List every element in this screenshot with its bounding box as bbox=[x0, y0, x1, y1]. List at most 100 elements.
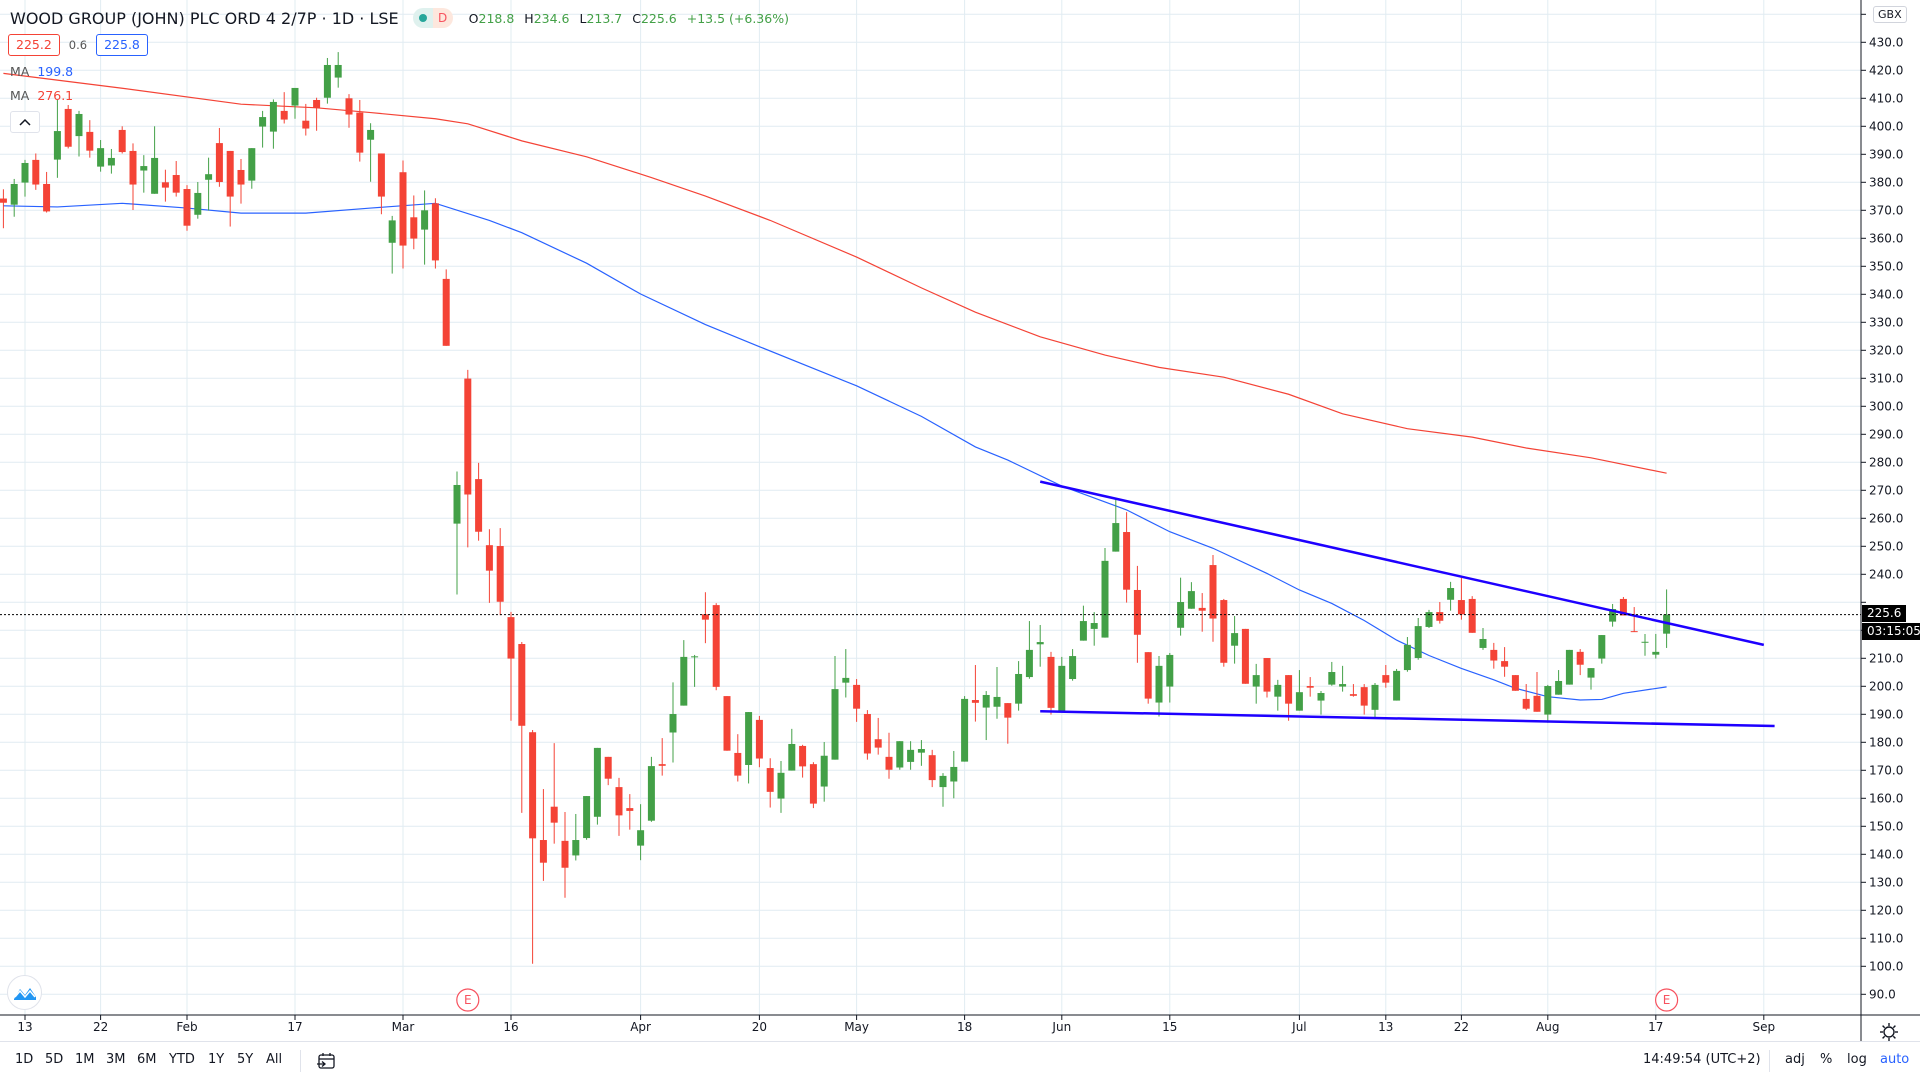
earnings-marker[interactable]: E bbox=[1654, 988, 1679, 1012]
candle-down bbox=[118, 126, 126, 154]
spread-value: 0.6 bbox=[68, 38, 88, 52]
candle-down bbox=[626, 794, 634, 830]
candle-body bbox=[399, 172, 407, 246]
clock-time[interactable]: 14:49:54 (UTC+2) bbox=[1643, 1052, 1761, 1067]
candle-down bbox=[874, 717, 882, 755]
candle-down bbox=[1511, 675, 1519, 691]
candle-up bbox=[1339, 665, 1347, 692]
candle-body bbox=[237, 169, 245, 185]
x-axis-label: 17 bbox=[1648, 1020, 1663, 1034]
y-axis-label: 110.0 bbox=[1869, 931, 1903, 945]
y-axis-label: 280.0 bbox=[1869, 455, 1903, 469]
range-5d[interactable]: 5D bbox=[45, 1052, 64, 1067]
candle-down bbox=[1360, 684, 1368, 715]
candle-down bbox=[1285, 675, 1293, 721]
candle-body bbox=[32, 159, 40, 185]
adjust-toggle[interactable]: adj bbox=[1785, 1052, 1805, 1067]
candle-body bbox=[1425, 612, 1433, 627]
candle-body bbox=[0, 198, 7, 203]
market-open-dot-icon bbox=[418, 14, 427, 22]
y-axis-label: 360.0 bbox=[1869, 231, 1903, 245]
candle-up bbox=[1555, 670, 1563, 695]
candle-up bbox=[1479, 628, 1487, 650]
candle-body bbox=[669, 714, 677, 733]
candle-body bbox=[345, 98, 353, 115]
candle-up bbox=[1587, 668, 1595, 690]
candle-body bbox=[1198, 607, 1206, 611]
candle-up bbox=[53, 99, 61, 178]
percent-scale-toggle[interactable]: % bbox=[1820, 1052, 1833, 1067]
candle-up bbox=[248, 148, 256, 189]
candle-body bbox=[529, 732, 537, 839]
candle-body bbox=[799, 745, 807, 767]
candle-body bbox=[982, 694, 990, 708]
symbol-title[interactable]: WOOD GROUP (JOHN) PLC ORD 4 2/7P · 1D · … bbox=[10, 8, 399, 28]
range-1y[interactable]: 1Y bbox=[208, 1052, 225, 1067]
candle-up bbox=[1155, 656, 1163, 717]
earnings-marker[interactable]: E bbox=[456, 988, 480, 1012]
range-3m[interactable]: 3M bbox=[106, 1052, 126, 1067]
candle-body bbox=[1598, 635, 1606, 659]
candle-up bbox=[269, 99, 277, 149]
candle-up bbox=[788, 728, 796, 771]
candle-body bbox=[194, 192, 202, 215]
candle-down bbox=[1209, 554, 1217, 642]
collapse-legend-button[interactable] bbox=[10, 111, 40, 133]
indicator-ma-slow[interactable]: MA 276.1 bbox=[10, 88, 74, 103]
price-chart[interactable]: 90.0 100.0 110.0 120.0 130.0 140.0 150.0 160.0 1… bbox=[0, 0, 1920, 1041]
candle-up bbox=[10, 178, 18, 217]
candle-down bbox=[1349, 684, 1357, 697]
y-axis-label: 160.0 bbox=[1869, 791, 1903, 805]
currency-badge[interactable]: GBX bbox=[1873, 6, 1907, 23]
tradingview-logo[interactable] bbox=[7, 975, 42, 1010]
candle-up bbox=[993, 666, 1001, 719]
candle-body bbox=[1349, 694, 1357, 696]
candle-down bbox=[928, 749, 936, 788]
candle-body bbox=[431, 203, 439, 261]
candle-down bbox=[345, 94, 353, 128]
y-axis-label: 350.0 bbox=[1869, 259, 1903, 273]
candle-body bbox=[1501, 661, 1509, 667]
range-ytd[interactable]: YTD bbox=[169, 1052, 195, 1067]
candle-up bbox=[583, 796, 591, 840]
ohlc-values: O218.8 H234.6 L213.7 C225.6 +13.5 (+6.36… bbox=[468, 10, 789, 26]
candle-up bbox=[1090, 612, 1098, 646]
candle-body bbox=[831, 689, 839, 760]
candle-up bbox=[939, 773, 947, 807]
range-1m[interactable]: 1M bbox=[75, 1052, 95, 1067]
indicator-ma-fast[interactable]: MA 199.8 bbox=[10, 64, 74, 79]
candle-down bbox=[280, 92, 288, 124]
candle-down bbox=[863, 710, 871, 760]
y-axis-label: 340.0 bbox=[1869, 287, 1903, 301]
x-axis-label: 17 bbox=[287, 1020, 302, 1034]
range-all[interactable]: All bbox=[266, 1052, 283, 1067]
candle-body bbox=[1414, 626, 1422, 659]
candle-down bbox=[885, 732, 893, 779]
candle-up bbox=[21, 159, 29, 197]
candle-down bbox=[43, 171, 51, 213]
candle-body bbox=[367, 129, 375, 140]
range-6m[interactable]: 6M bbox=[137, 1052, 157, 1067]
ma-slow-line bbox=[3, 72, 1667, 474]
market-status-badge[interactable]: D bbox=[412, 8, 453, 28]
range-5y[interactable]: 5Y bbox=[237, 1052, 254, 1067]
candle-up bbox=[140, 155, 148, 193]
candle-body bbox=[1058, 665, 1066, 712]
x-axis-label: 20 bbox=[752, 1020, 767, 1034]
go-to-date-calendar-icon[interactable] bbox=[316, 1051, 336, 1071]
buy-price-button[interactable]: 225.8 bbox=[96, 34, 148, 56]
candle-body bbox=[1447, 588, 1455, 600]
candle-body bbox=[1587, 668, 1595, 678]
candle-body bbox=[107, 157, 115, 166]
candle-body bbox=[118, 129, 126, 153]
log-scale-toggle[interactable]: log bbox=[1847, 1052, 1867, 1067]
sell-price-button[interactable]: 225.2 bbox=[8, 34, 60, 56]
range-1d[interactable]: 1D bbox=[15, 1052, 34, 1067]
candle-up bbox=[421, 190, 429, 265]
candle-body bbox=[43, 183, 51, 212]
candle-up bbox=[1112, 497, 1120, 552]
candle-down bbox=[1306, 677, 1314, 697]
auto-scale-toggle[interactable]: auto bbox=[1880, 1052, 1910, 1067]
divider bbox=[300, 1050, 301, 1072]
settings-gear-icon[interactable] bbox=[1879, 1022, 1899, 1042]
